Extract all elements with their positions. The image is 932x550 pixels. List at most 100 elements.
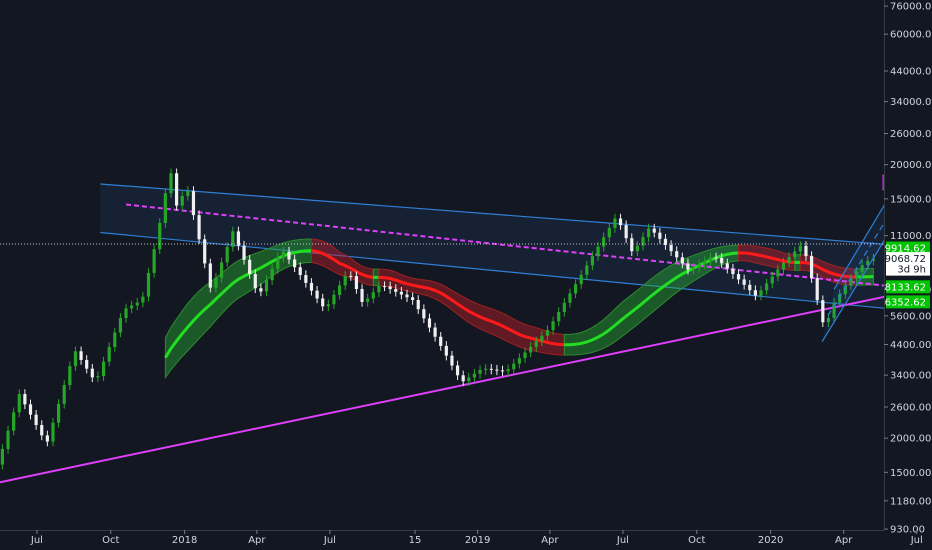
candle-up [276,257,280,269]
candle-down [439,336,443,346]
y-tick-label: 76000.00 [890,2,932,13]
y-tick-label: 930.00 [890,525,925,536]
candle-up [62,385,66,404]
candle-down [444,345,448,356]
candle-down [630,238,634,252]
candle-down [411,297,415,301]
candle-up [118,317,123,333]
candle-up [708,257,713,261]
y-axis-ticks: 76000.00 60000.00 44000.00 34000.00 26000.00… [884,2,932,536]
magenta-dashed-line [125,203,921,291]
y-tick-label: 60000.00 [890,30,932,41]
candle-up [135,302,139,306]
candle-down [23,394,27,405]
candle-up [343,275,347,286]
candle-down [90,368,94,378]
candle-up [866,260,870,266]
candle-up [68,366,72,386]
candle-down [242,245,246,260]
candle-up [264,280,269,292]
candle-up [545,330,550,336]
candle-down [742,279,746,285]
candle-up [163,193,167,223]
candle-down [731,268,735,275]
candle-down [34,414,38,426]
candle-down [422,309,426,319]
x-tick-label: Oct [102,535,119,546]
band-center-5 [738,251,795,265]
candle-up [579,274,583,285]
candle-down [500,370,505,372]
candle-down [360,289,364,302]
candle-down [416,300,420,310]
candle-down [455,365,460,376]
candle-down [293,259,297,268]
candle-down [203,239,207,264]
candle-down [714,257,718,259]
trendlines[interactable] [0,203,921,484]
candle-down [45,435,49,442]
candle-down [804,245,808,257]
candle-up [635,245,639,252]
x-tick-label: Jul [616,535,629,546]
candle-up [613,218,617,228]
candle-down [85,359,89,369]
candle-down [618,218,623,226]
y-tick-label: 4400.00 [890,340,931,351]
candle-down [405,294,409,298]
candle-up [141,296,145,303]
candle-down [624,225,628,239]
candle-up [270,268,274,281]
y-tick-label: 2000.00 [890,434,931,445]
candle-up [697,264,701,268]
candle-up [73,351,78,367]
price-tag-label: 3d 9h [897,265,926,276]
x-axis-ticks: Jul Oct 2018 Apr Jul 15 2019 Apr Jul Oct 2020 Apr Ju… [30,530,923,546]
candle-down [669,244,673,252]
candle-up [860,265,864,272]
candle-up [17,394,21,413]
candle-down [675,251,679,258]
candle-up [6,430,10,449]
candle-up [219,262,224,278]
candle-up [517,358,521,364]
moving-average-band [164,238,874,380]
candle-up [371,292,375,299]
band-center-0 [164,249,312,359]
price-tag-box [886,280,930,294]
candle-down [208,263,212,288]
candle-up [186,190,190,196]
x-tick-label: Apr [248,535,266,546]
y-tick-label: 2600.00 [890,402,931,413]
candle-up [849,278,853,286]
price-tag-box [886,252,930,266]
candle-up [101,361,106,377]
candle-down [433,327,437,337]
y-tick-label: 1180.00 [890,496,931,507]
candle-down [450,355,454,366]
candle-up [832,302,836,318]
magenta-support-line [0,288,921,484]
candle-down [304,275,308,283]
candles [0,168,875,470]
candle-up [332,294,336,305]
price-tag-box [886,262,930,276]
y-tick-label: 26000.00 [890,129,932,140]
candle-down [321,298,325,307]
x-tick-label: Jul [323,535,336,546]
candle-up [759,290,763,296]
candle-up [512,363,516,370]
candle-up [793,251,797,258]
candle-down [821,300,825,323]
candle-down [388,286,392,290]
price-tag-label: 9914.62 [885,244,926,255]
candle-up [826,317,831,323]
descending-channel[interactable] [100,183,921,313]
band-center-3 [378,275,565,347]
candle-up [51,422,55,442]
candle-up [152,249,156,273]
x-tick-label: Apr [541,535,559,546]
candle-up [641,237,645,246]
